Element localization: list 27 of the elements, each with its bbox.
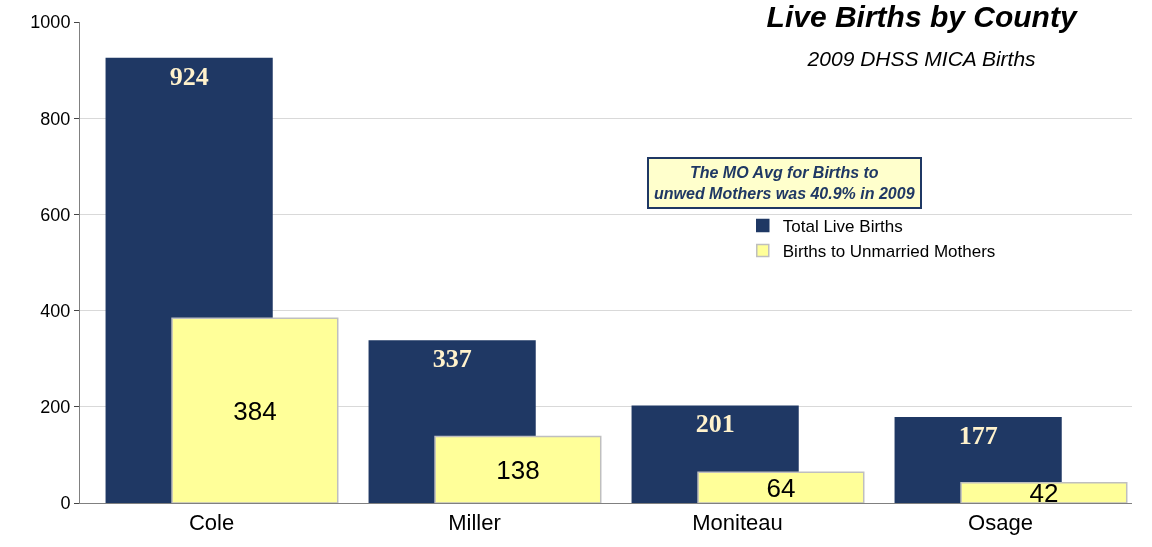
x-tick-label: Miller: [448, 510, 501, 536]
data-label: 337: [432, 343, 472, 373]
chart-title: Live Births by County: [766, 0, 1078, 34]
y-tick-label: 1000: [30, 12, 71, 33]
data-label: 924: [169, 61, 209, 91]
data-label: 201: [695, 409, 735, 439]
y-tick-label: 600: [40, 204, 71, 225]
y-tick-label: 200: [40, 397, 71, 418]
bar: [171, 317, 339, 503]
legend-label: Total Live Births: [782, 217, 903, 237]
annotation: The MO Avg for Births to unwed Mothers was 40.9% in 2009: [654, 164, 915, 202]
legend-label: Births to Unmarried Mothers: [782, 242, 996, 262]
data-label: 177: [958, 420, 998, 450]
bar: [697, 471, 865, 503]
text: 2009 DHSS MICA Births: [806, 47, 1037, 71]
x-tick-label: Osage: [968, 510, 1033, 536]
data-label: 42: [1029, 477, 1059, 508]
y-tick-label: 800: [40, 108, 71, 129]
data-label: 64: [766, 472, 796, 503]
bar: [960, 482, 1128, 503]
bar: [434, 435, 602, 503]
x-tick-label: Cole: [188, 510, 235, 536]
y-tick-label: 400: [40, 300, 71, 321]
y-tick-label: 0: [60, 493, 71, 514]
data-label: 138: [496, 454, 540, 485]
data-label: 384: [233, 395, 277, 426]
x-tick-label: Moniteau: [692, 510, 783, 536]
